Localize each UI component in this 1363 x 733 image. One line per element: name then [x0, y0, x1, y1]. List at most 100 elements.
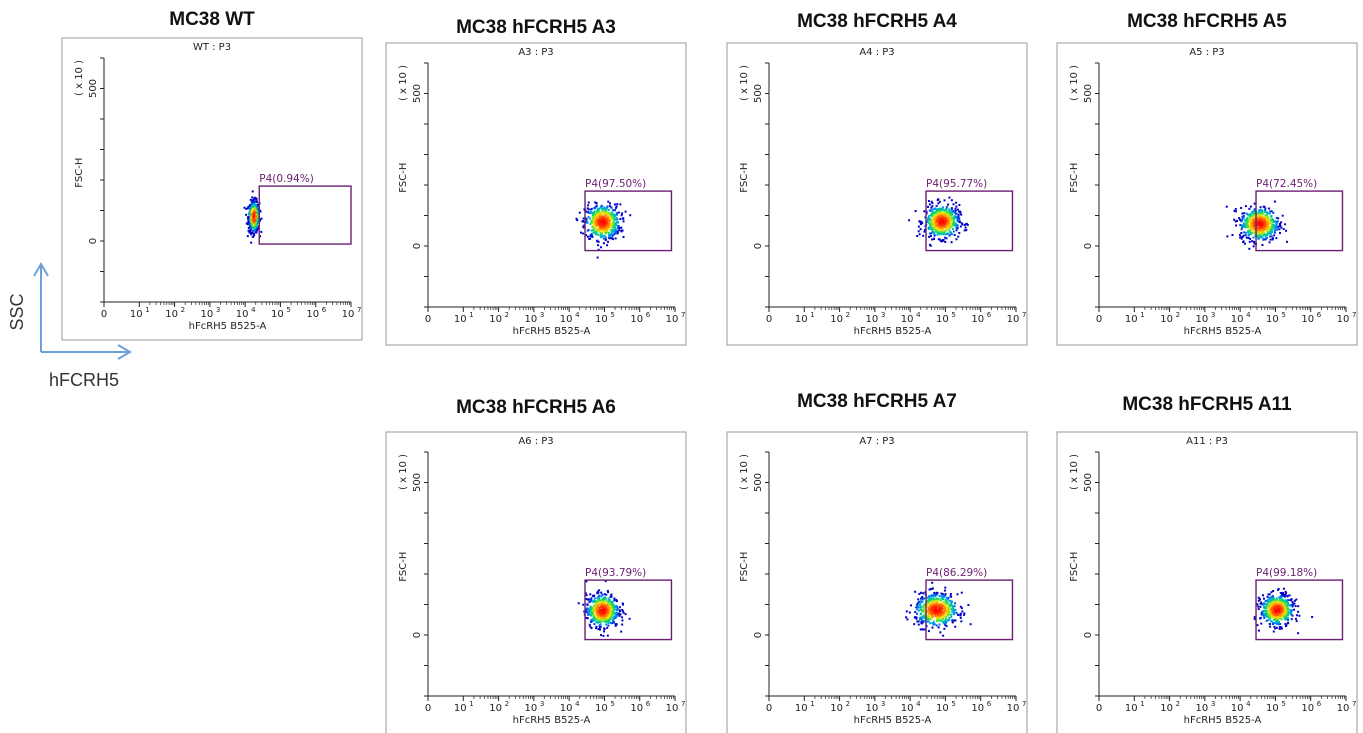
event-dot	[253, 234, 256, 237]
event-dot	[935, 204, 938, 207]
event-dot	[601, 235, 604, 238]
event-dot	[1245, 236, 1248, 239]
event-dot	[933, 609, 936, 612]
event-dot	[593, 613, 596, 616]
event-dot	[935, 223, 938, 226]
event-dot	[1253, 211, 1256, 214]
event-dot	[256, 205, 259, 208]
x-tick-label: 10	[560, 703, 573, 714]
event-dot	[592, 608, 595, 611]
event-dot	[243, 206, 246, 209]
event-dot	[1257, 222, 1260, 225]
event-dot	[960, 213, 963, 216]
x-tick-exponent: 6	[987, 700, 992, 708]
event-dot	[954, 609, 957, 612]
event-dot	[944, 240, 947, 243]
gate-p4	[1255, 579, 1344, 641]
event-dot	[587, 216, 590, 219]
event-dot	[595, 205, 598, 208]
event-dot	[1241, 224, 1244, 227]
event-dot	[1266, 212, 1269, 215]
x-tick-label: 10	[936, 314, 949, 325]
event-dot	[587, 208, 590, 211]
event-dot	[947, 232, 950, 235]
event-dot	[932, 608, 935, 611]
event-dot	[927, 601, 930, 604]
event-dot	[949, 230, 952, 233]
event-dot	[953, 216, 956, 219]
event-dot	[931, 238, 934, 241]
panel-title: MC38 hFCRH5 A3	[456, 17, 616, 38]
event-dot	[1263, 605, 1266, 608]
event-dot	[927, 217, 930, 220]
event-dot	[933, 604, 936, 607]
event-dot	[1257, 605, 1260, 608]
event-dot	[596, 211, 599, 214]
event-dot	[596, 590, 599, 593]
event-dot	[936, 619, 939, 622]
event-dot	[616, 230, 619, 233]
event-dot	[603, 609, 606, 612]
event-dot	[1290, 618, 1293, 621]
event-dot	[582, 217, 585, 220]
event-dot	[943, 222, 946, 225]
event-dot	[957, 213, 960, 216]
event-dot	[1264, 223, 1267, 226]
event-dot	[603, 601, 606, 604]
event-dot	[601, 207, 604, 210]
event-dot	[1267, 614, 1270, 617]
event-dot	[919, 617, 922, 620]
x-axis-label: hFcRH5 B525-A	[854, 715, 932, 726]
event-dot	[936, 224, 939, 227]
event-dot	[1277, 588, 1280, 591]
event-dot	[1278, 600, 1281, 603]
event-dot	[1286, 599, 1289, 602]
y-axis-label: FSC-H	[398, 552, 409, 582]
event-dot	[1233, 218, 1236, 221]
event-dot	[609, 217, 612, 220]
event-dot	[947, 222, 950, 225]
event-dot	[1269, 238, 1272, 241]
event-dot	[613, 607, 616, 610]
event-dot	[922, 620, 925, 623]
event-dot	[927, 227, 930, 230]
event-dot	[1259, 232, 1262, 235]
event-dot	[611, 600, 614, 603]
event-dot	[1288, 599, 1291, 602]
event-dot	[932, 237, 935, 240]
event-dot	[582, 603, 585, 606]
event-dot	[930, 594, 933, 597]
event-dot	[921, 628, 924, 631]
event-dot	[1259, 206, 1262, 209]
event-dot	[602, 230, 605, 233]
event-dot	[1267, 219, 1270, 222]
event-dot	[1287, 619, 1290, 622]
x-tick-label: 10	[795, 703, 808, 714]
event-dot	[1261, 610, 1264, 613]
x-tick-label: 10	[200, 309, 213, 320]
event-dot	[949, 592, 952, 595]
event-dot	[1275, 224, 1278, 227]
event-dot	[955, 215, 958, 218]
event-dot	[1273, 229, 1276, 232]
event-dot	[249, 225, 252, 228]
event-dot	[936, 616, 939, 619]
event-dot	[932, 620, 935, 623]
event-dot	[931, 205, 934, 208]
event-dot	[613, 233, 616, 236]
event-dot	[920, 223, 923, 226]
event-dot	[251, 206, 254, 209]
event-dot	[1260, 235, 1263, 238]
event-dot	[610, 594, 613, 597]
event-dot	[934, 607, 937, 610]
event-dot	[1265, 236, 1268, 239]
event-dot	[925, 596, 928, 599]
event-dot	[917, 623, 920, 626]
event-dot	[931, 612, 934, 615]
event-dot	[589, 593, 592, 596]
event-dot	[598, 628, 601, 631]
event-dot	[938, 599, 941, 602]
event-dot	[1282, 593, 1285, 596]
